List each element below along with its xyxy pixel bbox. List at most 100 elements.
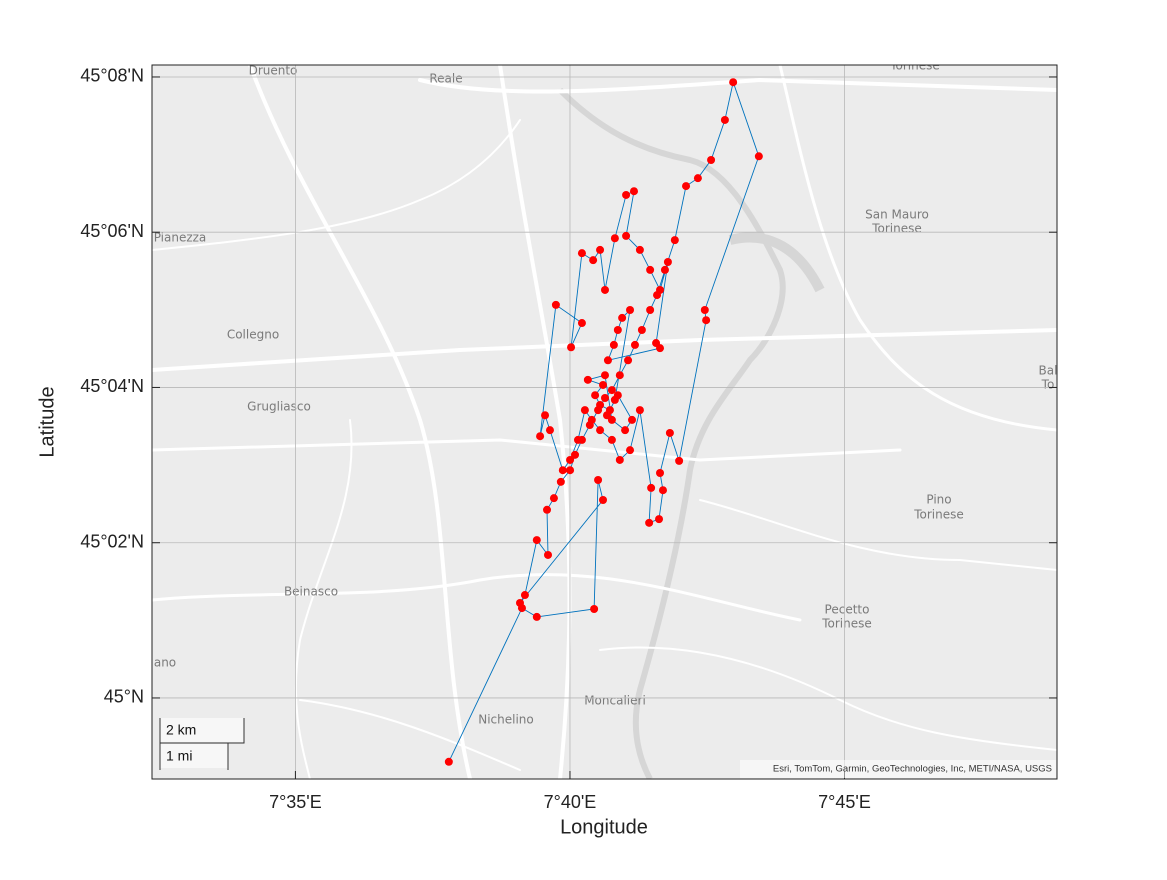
scale-bar: 2 km 1 mi <box>159 718 245 770</box>
y-tick-label: 45°08'N <box>80 66 144 86</box>
track-point <box>624 356 633 365</box>
track-point <box>693 174 702 183</box>
track-point <box>567 343 576 352</box>
track-point <box>729 78 738 87</box>
track-point <box>622 190 631 199</box>
attribution: Esri, TomTom, Garmin, GeoTechnologies, I… <box>773 764 1052 775</box>
track-point <box>600 371 609 380</box>
place-label: To <box>1041 378 1055 392</box>
track-point <box>656 344 665 353</box>
track-point <box>682 182 691 191</box>
y-tick-label: 45°02'N <box>80 531 144 551</box>
track-point <box>707 156 716 165</box>
track-point <box>543 505 552 514</box>
track-point <box>646 305 655 314</box>
scale-bar-label: 2 km <box>166 722 196 738</box>
place-label: Reale <box>429 72 462 86</box>
river <box>728 232 825 293</box>
track-point <box>658 486 667 495</box>
place-label: Pecetto <box>825 603 870 617</box>
track-point <box>635 245 644 254</box>
track-point <box>702 316 711 325</box>
track-point <box>587 415 596 424</box>
track-point <box>610 234 619 243</box>
track-point <box>645 518 654 527</box>
attribution-box <box>740 760 1056 778</box>
track-point <box>543 550 552 559</box>
track-point <box>571 450 580 459</box>
track-point <box>573 435 582 444</box>
track-point <box>577 249 586 258</box>
track-point <box>626 305 635 314</box>
track-point <box>590 605 599 613</box>
track-point <box>613 326 622 335</box>
y-tick-label: 45°N <box>104 687 144 707</box>
x-axis-label: Longitude <box>560 816 648 838</box>
track-point <box>591 391 600 400</box>
track-point <box>600 394 609 403</box>
place-label: Collegno <box>227 328 279 342</box>
place-label: ano <box>154 656 176 670</box>
place-label: Torinese <box>821 617 872 631</box>
track-point <box>599 380 608 389</box>
track-point <box>577 319 586 328</box>
track-point <box>536 432 545 441</box>
track <box>444 78 763 766</box>
track-point <box>609 340 618 349</box>
track-point <box>670 236 679 245</box>
track-point <box>700 305 709 314</box>
axes-frame <box>151 64 1058 780</box>
place-label: Beinasco <box>284 585 338 599</box>
track-point <box>594 475 603 484</box>
place-label: Moncalieri <box>584 694 646 708</box>
track-point <box>541 411 550 420</box>
place-label: Grugliasco <box>247 400 311 414</box>
track-point <box>556 477 565 486</box>
place-label: Pino <box>926 493 951 507</box>
track-point <box>613 391 622 400</box>
river <box>557 87 786 779</box>
track-point <box>551 300 560 309</box>
track-point <box>635 406 644 415</box>
track-point <box>637 326 646 335</box>
track-point <box>532 612 541 621</box>
track-point <box>630 340 639 349</box>
place-label: Torinese <box>889 59 940 73</box>
track-point <box>589 256 598 265</box>
place-label: Torinese <box>871 222 922 236</box>
track-point <box>663 258 672 267</box>
map-background <box>152 65 1057 779</box>
track-point <box>629 187 638 196</box>
x-tick-label: 7°45'E <box>818 792 871 812</box>
scale-bar-lines <box>159 718 245 770</box>
place-label: Bal <box>1039 364 1058 378</box>
place-label: Torinese <box>913 508 964 522</box>
track-point <box>628 415 637 424</box>
track-point <box>599 496 608 505</box>
roads <box>152 65 1057 779</box>
track-point <box>626 446 635 455</box>
track-point <box>600 285 609 294</box>
y-axis-label: Latitude <box>36 386 58 457</box>
scale-bar-label: 1 mi <box>166 748 192 764</box>
track-point <box>545 426 554 435</box>
track-point <box>515 598 524 607</box>
place-label: Nichelino <box>478 713 534 727</box>
track-point <box>583 375 592 384</box>
track-point <box>656 469 665 477</box>
track-point <box>596 245 605 254</box>
track-point <box>566 466 575 475</box>
track-point <box>665 428 674 437</box>
place-label: Pianezza <box>154 231 207 245</box>
track-point <box>646 265 655 274</box>
track-point <box>602 411 611 420</box>
track-point <box>596 401 605 409</box>
track-point <box>607 386 616 395</box>
scale-bar-box <box>160 718 244 742</box>
track-point <box>558 466 567 475</box>
y-tick-label: 45°06'N <box>80 221 144 241</box>
place-label: San Mauro <box>865 208 929 222</box>
track-point <box>655 515 664 524</box>
x-tick-label: 7°35'E <box>269 792 322 812</box>
